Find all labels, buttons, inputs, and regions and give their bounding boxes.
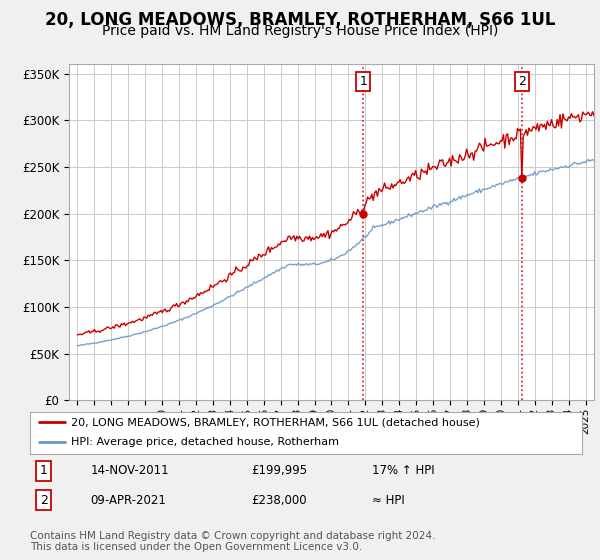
- Text: 20, LONG MEADOWS, BRAMLEY, ROTHERHAM, S66 1UL (detached house): 20, LONG MEADOWS, BRAMLEY, ROTHERHAM, S6…: [71, 417, 480, 427]
- Text: 09-APR-2021: 09-APR-2021: [91, 493, 167, 507]
- Text: £199,995: £199,995: [251, 464, 307, 478]
- Text: 1: 1: [359, 74, 367, 88]
- Text: 1: 1: [40, 464, 48, 478]
- Text: 20, LONG MEADOWS, BRAMLEY, ROTHERHAM, S66 1UL: 20, LONG MEADOWS, BRAMLEY, ROTHERHAM, S6…: [45, 11, 555, 29]
- Text: £238,000: £238,000: [251, 493, 307, 507]
- Text: 14-NOV-2011: 14-NOV-2011: [91, 464, 169, 478]
- Text: ≈ HPI: ≈ HPI: [372, 493, 405, 507]
- Text: Price paid vs. HM Land Registry's House Price Index (HPI): Price paid vs. HM Land Registry's House …: [102, 24, 498, 38]
- Text: 17% ↑ HPI: 17% ↑ HPI: [372, 464, 435, 478]
- Text: Contains HM Land Registry data © Crown copyright and database right 2024.
This d: Contains HM Land Registry data © Crown c…: [30, 531, 436, 553]
- Text: 2: 2: [40, 493, 48, 507]
- Text: HPI: Average price, detached house, Rotherham: HPI: Average price, detached house, Roth…: [71, 437, 340, 447]
- Text: 2: 2: [518, 74, 526, 88]
